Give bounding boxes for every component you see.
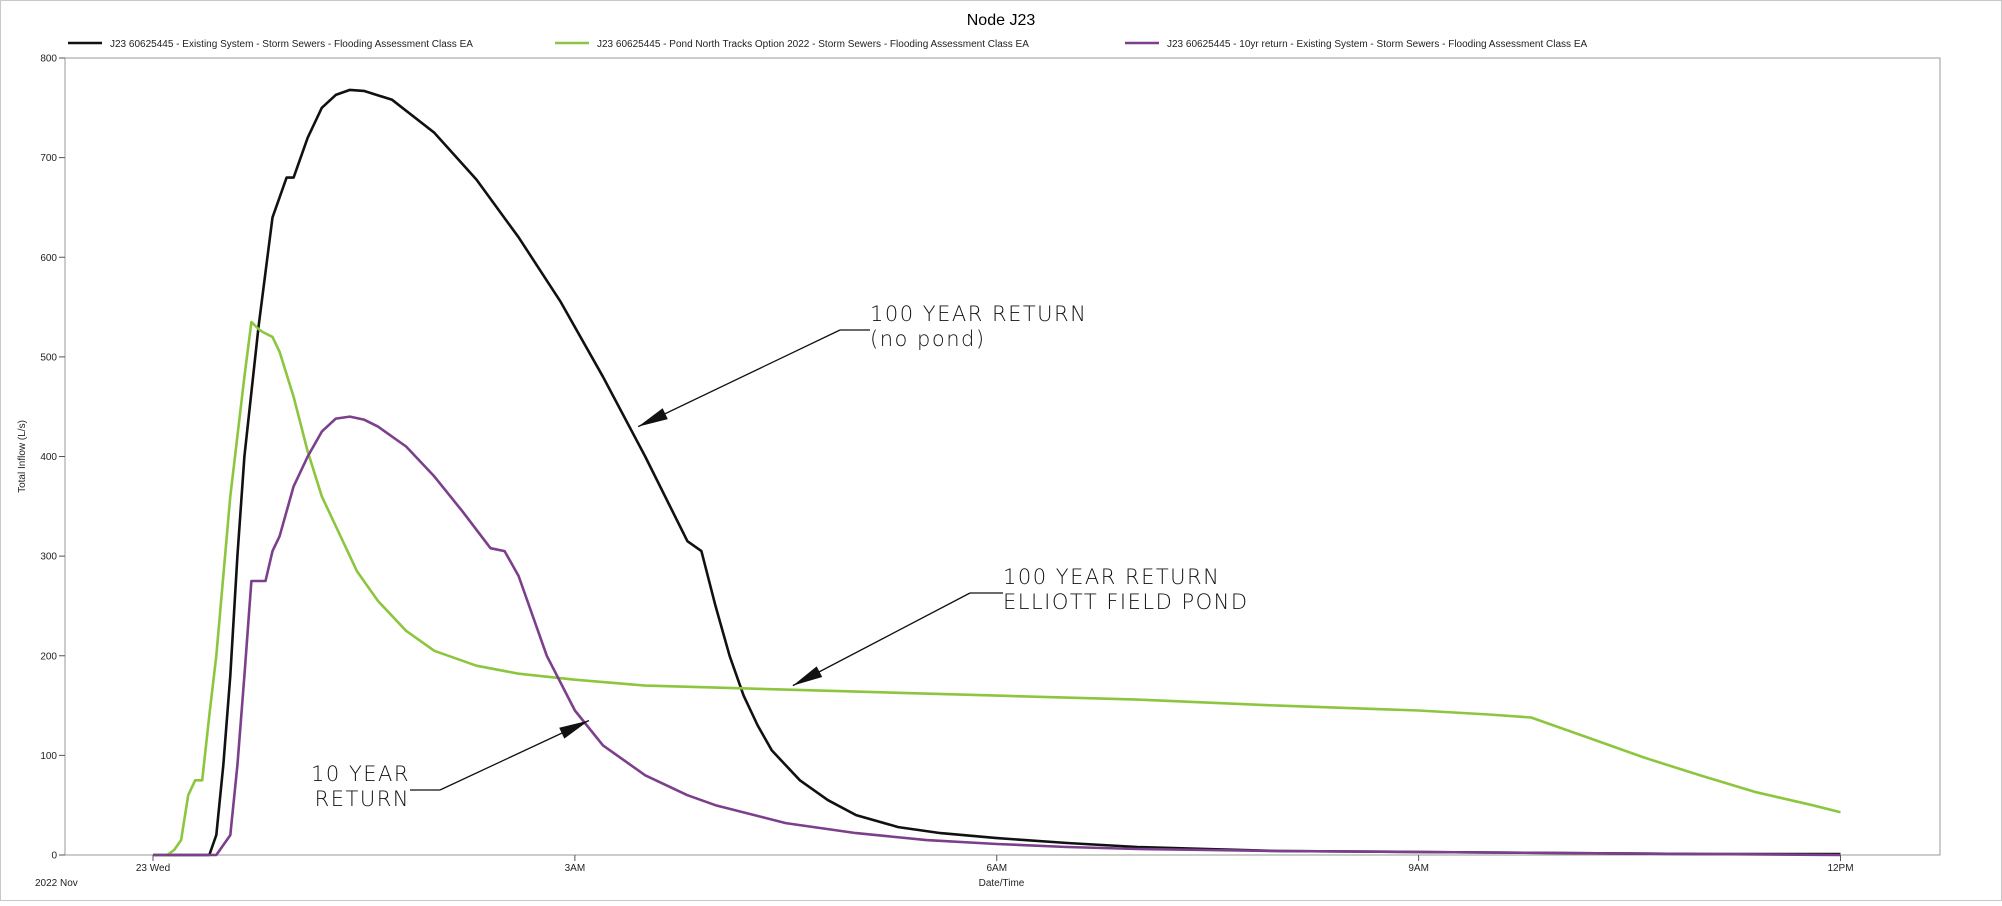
y-axis: 0 100 200 300 400 500 600 700 800 [40,54,65,862]
x-tick-label: 23 Wed [136,863,170,874]
annotation-arrowhead [559,720,589,739]
legend: J23 60625445 - Existing System - Storm S… [68,39,1588,50]
annotation-text-1: (no pond) [870,327,986,351]
y-axis-label: Total Inflow (L/s) [17,420,28,493]
series-line-3 [153,415,1841,857]
y-tick-label: 600 [40,253,57,264]
date-note: 2022 Nov [35,878,78,889]
y-tick-label: 0 [51,851,57,862]
y-tick-label: 800 [40,54,57,65]
annotation-leader [637,329,841,428]
x-tick-label: 3AM [565,863,586,874]
annotation-text-1: 100 YEAR RETURN [870,302,1087,326]
legend-label-3: J23 60625445 - 10yr return - Existing Sy… [1167,39,1588,50]
x-tick-label: 12PM [1827,863,1853,874]
x-tick-label: 9AM [1408,863,1429,874]
legend-label-2: J23 60625445 - Pond North Tracks Option … [597,39,1029,50]
y-tick-label: 400 [40,452,57,463]
annotation-text-3: RETURN [315,787,410,811]
x-tick-label: 6AM [986,863,1007,874]
y-tick-label: 300 [40,552,57,563]
annotation-text-2: ELLIOTT FIELD POND [1003,590,1249,614]
annotation-arrowhead [638,408,668,427]
series-line-1 [153,88,1841,857]
annotation-text-3: 10 YEAR [311,762,410,786]
series-line-2 [153,320,1841,857]
x-axis-label: Date/Time [979,878,1025,889]
y-tick-label: 200 [40,651,57,662]
y-tick-label: 500 [40,352,57,363]
y-tick-label: 100 [40,751,57,762]
chart-title: Node J23 [967,12,1036,29]
annotation-text-2: 100 YEAR RETURN [1003,565,1220,589]
series-layer [153,88,1841,857]
y-tick-label: 700 [40,153,57,164]
annotation-layer: 100 YEAR RETURN(no pond)100 YEAR RETURNE… [311,302,1249,811]
annotation-arrowhead [792,666,823,686]
legend-label-1: J23 60625445 - Existing System - Storm S… [110,39,473,50]
annotation-leader [792,592,971,687]
